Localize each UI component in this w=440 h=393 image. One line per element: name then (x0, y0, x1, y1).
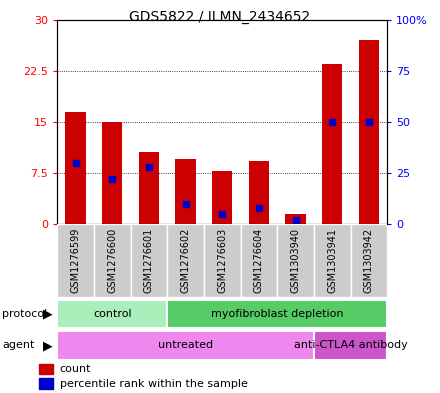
Text: percentile rank within the sample: percentile rank within the sample (60, 379, 248, 389)
Text: GSM1303941: GSM1303941 (327, 228, 337, 293)
Text: GSM1276604: GSM1276604 (254, 228, 264, 293)
Text: myofibroblast depletion: myofibroblast depletion (211, 309, 344, 319)
Text: count: count (60, 364, 92, 374)
Point (182, 200, 189, 207)
Text: GSM1276601: GSM1276601 (144, 228, 154, 293)
Point (329, 119, 336, 125)
Text: GSM1303940: GSM1303940 (290, 228, 301, 293)
Bar (131, 224, 167, 297)
Bar (212, 171, 232, 224)
Bar (57, 331, 314, 360)
Point (292, 217, 299, 223)
Text: GDS5822 / ILMN_2434652: GDS5822 / ILMN_2434652 (129, 10, 311, 24)
Bar (241, 224, 277, 297)
Point (109, 176, 116, 182)
Text: protocol: protocol (2, 309, 48, 319)
Bar (167, 300, 387, 328)
Bar (176, 159, 196, 224)
Bar (39, 378, 53, 389)
Point (145, 163, 152, 170)
Text: GSM1303942: GSM1303942 (364, 228, 374, 293)
Text: ▶: ▶ (43, 339, 52, 352)
Bar (351, 224, 387, 297)
Text: ▶: ▶ (43, 307, 52, 321)
Bar (102, 122, 122, 224)
Bar (249, 161, 269, 224)
Bar (39, 364, 53, 374)
Bar (359, 40, 379, 224)
Text: anti-CTLA4 antibody: anti-CTLA4 antibody (293, 340, 407, 351)
Bar (66, 112, 86, 224)
Point (365, 119, 372, 125)
Bar (57, 224, 94, 297)
Text: GSM1276603: GSM1276603 (217, 228, 227, 293)
Text: control: control (93, 309, 132, 319)
Text: GSM1276599: GSM1276599 (70, 228, 81, 293)
Bar (94, 224, 131, 297)
Text: agent: agent (2, 340, 35, 351)
Point (255, 204, 262, 211)
Bar (322, 64, 342, 224)
Point (219, 211, 226, 217)
Bar (57, 300, 167, 328)
Text: GSM1276602: GSM1276602 (180, 228, 191, 293)
Text: untreated: untreated (158, 340, 213, 351)
Bar (277, 224, 314, 297)
Bar (204, 224, 241, 297)
Bar (314, 224, 351, 297)
Bar (314, 331, 387, 360)
Bar (167, 224, 204, 297)
Bar (139, 152, 159, 224)
Bar (286, 214, 306, 224)
Point (72, 160, 79, 166)
Text: GSM1276600: GSM1276600 (107, 228, 117, 293)
